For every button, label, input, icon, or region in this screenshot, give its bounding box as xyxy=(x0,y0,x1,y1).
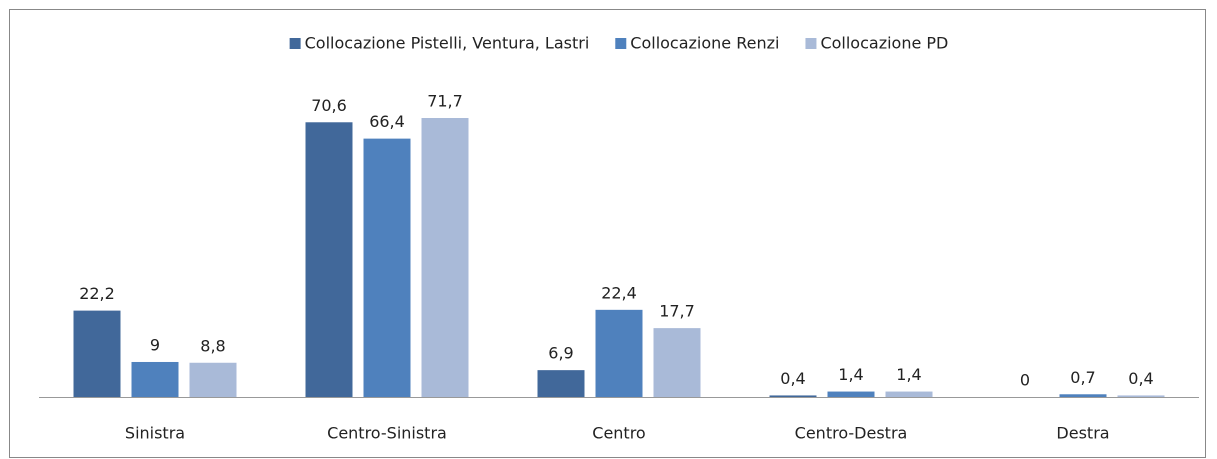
bar xyxy=(537,370,585,397)
data-label: 6,9 xyxy=(548,344,573,363)
bar xyxy=(131,361,179,397)
bar xyxy=(827,391,875,397)
x-tick-label: Centro xyxy=(592,424,645,443)
data-label: 0,4 xyxy=(1128,369,1153,388)
legend-swatch xyxy=(805,38,817,49)
bar xyxy=(769,395,817,397)
data-label: 71,7 xyxy=(427,92,463,111)
data-label: 22,2 xyxy=(79,284,115,303)
bar xyxy=(595,309,643,397)
bar xyxy=(1059,394,1107,397)
data-label: 0,7 xyxy=(1070,368,1095,387)
bar xyxy=(653,328,701,397)
legend-label: Collocazione PD xyxy=(820,34,948,53)
legend-swatch xyxy=(289,38,301,49)
legend-swatch xyxy=(615,38,627,49)
bar xyxy=(1117,395,1165,397)
bar xyxy=(305,122,353,397)
legend-label: Collocazione Pistelli, Ventura, Lastri xyxy=(305,34,590,53)
data-label: 66,4 xyxy=(369,112,405,131)
x-tick-label: Destra xyxy=(1056,424,1109,443)
x-tick-label: Centro-Sinistra xyxy=(327,424,447,443)
data-label: 22,4 xyxy=(601,283,637,302)
data-label: 8,8 xyxy=(200,336,225,355)
bar xyxy=(421,118,469,397)
bar xyxy=(885,391,933,397)
data-label: 1,4 xyxy=(838,365,863,384)
x-tick-label: Sinistra xyxy=(125,424,185,443)
bar xyxy=(189,362,237,397)
data-label: 0 xyxy=(1020,371,1030,390)
data-label: 0,4 xyxy=(780,369,805,388)
bar xyxy=(73,310,121,397)
data-label: 17,7 xyxy=(659,302,695,321)
data-label: 70,6 xyxy=(311,96,347,115)
data-label: 9 xyxy=(150,335,160,354)
data-label: 1,4 xyxy=(896,365,921,384)
legend-label: Collocazione Renzi xyxy=(630,34,779,53)
x-tick-label: Centro-Destra xyxy=(795,424,908,443)
bar xyxy=(363,138,411,398)
